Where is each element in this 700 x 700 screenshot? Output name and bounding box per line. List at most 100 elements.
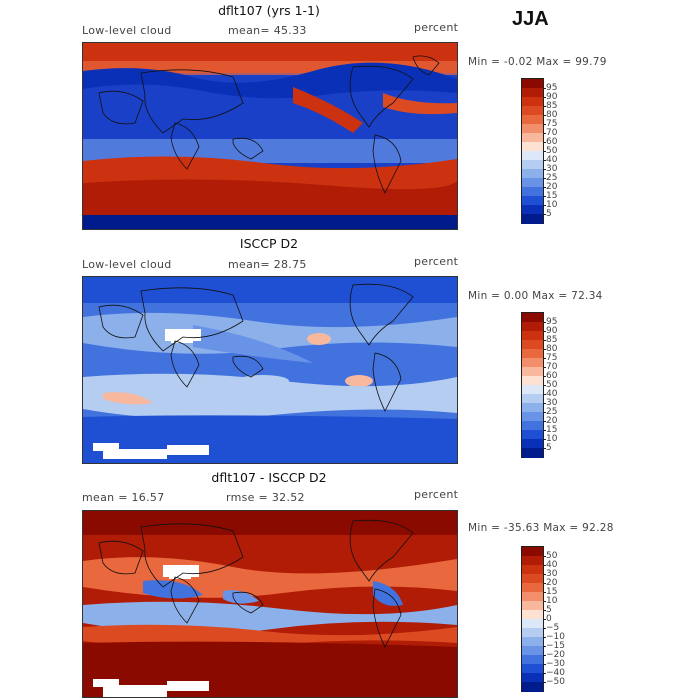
colorbar-tick-label: 90 — [546, 91, 558, 102]
colorbar-swatch — [522, 196, 543, 206]
panel-1-mean-label: mean= 45.33 — [228, 24, 307, 37]
colorbar-tick-mark — [543, 655, 546, 656]
colorbar-tick-mark — [543, 556, 546, 557]
season-label: JJA — [512, 8, 549, 30]
colorbar-tick-label: 95 — [546, 82, 558, 93]
colorbar-tick-mark — [543, 151, 546, 152]
colorbar-swatch — [522, 637, 543, 647]
colorbar-tick-mark — [543, 394, 546, 395]
colorbar-swatch — [522, 394, 543, 404]
colorbar-tick-mark — [543, 349, 546, 350]
panel-3-title: dflt107 - ISCCP D2 — [211, 470, 327, 485]
colorbar-tick-mark — [543, 403, 546, 404]
colorbar-swatch — [522, 214, 543, 224]
colorbar-tick-mark — [543, 565, 546, 566]
colorbar-tick-label: 10 — [546, 595, 558, 606]
colorbar-tick-mark — [543, 421, 546, 422]
panel-1-colorbar: 95 90 85 80 75 70 60 50 40 30 25 20 15 10 5 — [521, 78, 557, 224]
colorbar-tick-mark — [543, 331, 546, 332]
colorbar-tick-label: −10 — [546, 631, 565, 642]
colorbar-tick-mark — [543, 205, 546, 206]
colorbar-swatch — [522, 376, 543, 386]
colorbar-tick-label: 40 — [546, 388, 558, 399]
panel-2-min-max: Min = 0.00 Max = 72.34 — [468, 290, 603, 302]
panel-1-units-label: percent — [414, 21, 459, 34]
colorbar-tick-mark — [543, 322, 546, 323]
colorbar-swatch — [522, 448, 543, 458]
colorbar-tick-label: 85 — [546, 334, 558, 345]
colorbar-tick-label: 95 — [546, 316, 558, 327]
colorbar-swatch — [522, 340, 543, 350]
colorbar-tick-mark — [543, 592, 546, 593]
colorbar-tick-mark — [543, 637, 546, 638]
colorbar-swatch — [522, 88, 543, 98]
colorbar-tick-mark — [543, 142, 546, 143]
colorbar-tick-label: 50 — [546, 379, 558, 390]
colorbar-tick-label: 20 — [546, 577, 558, 588]
colorbar-swatch — [522, 331, 543, 341]
colorbar-swatch — [522, 169, 543, 179]
colorbar-swatch — [522, 655, 543, 665]
colorbar-swatch — [522, 682, 543, 692]
panel-3-rmse-label: rmse = 32.52 — [226, 491, 305, 504]
colorbar-tick-label: 0 — [546, 613, 552, 624]
colorbar-tick-mark — [543, 574, 546, 575]
colorbar-tick-label: 5 — [546, 208, 552, 219]
colorbar-swatch — [522, 592, 543, 602]
colorbar-tick-label: 85 — [546, 100, 558, 111]
colorbar-tick-mark — [543, 664, 546, 665]
panel-1-min-max: Min = -0.02 Max = 99.79 — [468, 56, 607, 68]
panel-2-mean-label: mean= 28.75 — [228, 258, 307, 271]
colorbar-swatch — [522, 358, 543, 368]
colorbar-tick-label: −20 — [546, 649, 565, 660]
colorbar-tick-label: 50 — [546, 145, 558, 156]
colorbar-tick-label: 5 — [546, 442, 552, 453]
colorbar-swatch — [522, 565, 543, 575]
colorbar-tick-mark — [543, 124, 546, 125]
colorbar-tick-mark — [543, 340, 546, 341]
colorbar-swatch — [522, 133, 543, 143]
colorbar-tick-label: 30 — [546, 397, 558, 408]
panel-1-title: dflt107 (yrs 1-1) — [218, 3, 320, 18]
colorbar-swatch — [522, 430, 543, 440]
colorbar-swatch — [522, 385, 543, 395]
colorbar-tick-mark — [543, 439, 546, 440]
colorbar-swatch — [522, 421, 543, 431]
panel-2-map — [82, 276, 458, 464]
colorbar-swatch — [522, 106, 543, 116]
colorbar-tick-label: −40 — [546, 667, 565, 678]
colorbar-tick-label: 75 — [546, 352, 558, 363]
colorbar-tick-mark — [543, 367, 546, 368]
colorbar-tick-label: 60 — [546, 370, 558, 381]
colorbar-tick-label: 40 — [546, 559, 558, 570]
colorbar-tick-label: 10 — [546, 199, 558, 210]
colorbar-tick-mark — [543, 430, 546, 431]
panel-1-variable-label: Low-level cloud — [82, 24, 172, 37]
colorbar-tick-label: 90 — [546, 325, 558, 336]
panel-2-units-label: percent — [414, 255, 459, 268]
colorbar-tick-label: 10 — [546, 433, 558, 444]
colorbar-swatch — [522, 547, 543, 557]
colorbar-tick-label: 5 — [546, 604, 552, 615]
colorbar-tick-label: −5 — [546, 622, 560, 633]
colorbar-swatch — [522, 619, 543, 629]
colorbar-tick-mark — [543, 187, 546, 188]
colorbar-swatch — [522, 628, 543, 638]
panel-2-colorbar: 95 90 85 80 75 70 60 50 40 30 25 20 15 10 5 — [521, 312, 557, 458]
colorbar-swatch — [522, 367, 543, 377]
colorbar-tick-mark — [543, 628, 546, 629]
colorbar-tick-mark — [543, 160, 546, 161]
colorbar-tick-label: 20 — [546, 181, 558, 192]
colorbar-tick-label: 15 — [546, 586, 558, 597]
panel-2-variable-label: Low-level cloud — [82, 258, 172, 271]
colorbar-tick-mark — [543, 619, 546, 620]
colorbar-tick-mark — [543, 106, 546, 107]
colorbar-tick-mark — [543, 178, 546, 179]
colorbar-swatch — [522, 556, 543, 566]
colorbar-tick-label: 15 — [546, 190, 558, 201]
colorbar-swatch — [522, 142, 543, 152]
colorbar-swatch — [522, 574, 543, 584]
colorbar-swatch — [522, 97, 543, 107]
colorbar-swatch — [522, 583, 543, 593]
colorbar-tick-label: 15 — [546, 424, 558, 435]
